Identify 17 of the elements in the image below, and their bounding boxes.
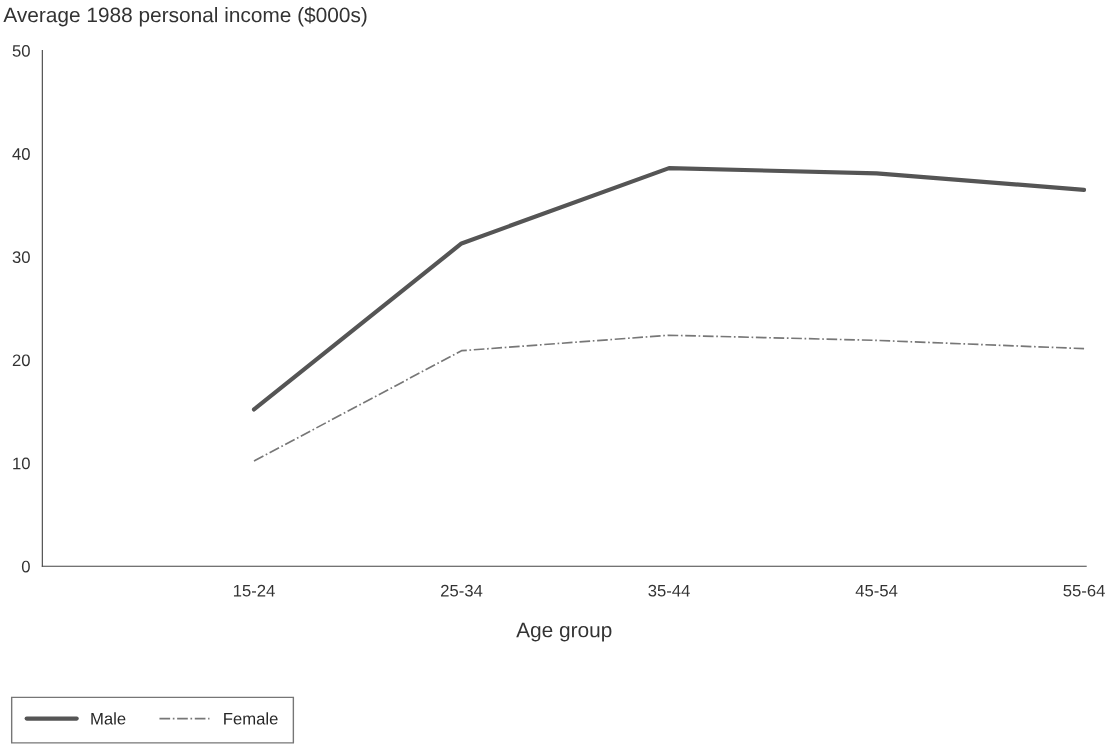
legend-label: Male — [91, 712, 126, 725]
y-tick-label: 0 — [21, 560, 30, 573]
x-tick-label: 15-24 — [233, 584, 275, 597]
x-tick-label: 35-44 — [648, 584, 690, 597]
y-tick-label: 40 — [12, 148, 30, 160]
y-tick-label: 10 — [13, 457, 30, 470]
line-series — [251, 166, 1087, 412]
line-series — [253, 334, 1085, 462]
y-tick-label: 30 — [12, 251, 30, 264]
y-axis-title: Average 1988 personal income ($000s) — [3, 6, 367, 27]
x-tick-label: 25-34 — [441, 584, 483, 597]
x-tick-label: 45-54 — [855, 584, 898, 597]
legend-label: Female — [224, 712, 278, 725]
x-tick-label: 55-64 — [1063, 584, 1105, 597]
x-axis-title: Age group — [516, 622, 612, 642]
y-tick-label: 50 — [12, 44, 30, 57]
y-tick-label: 20 — [12, 354, 30, 367]
